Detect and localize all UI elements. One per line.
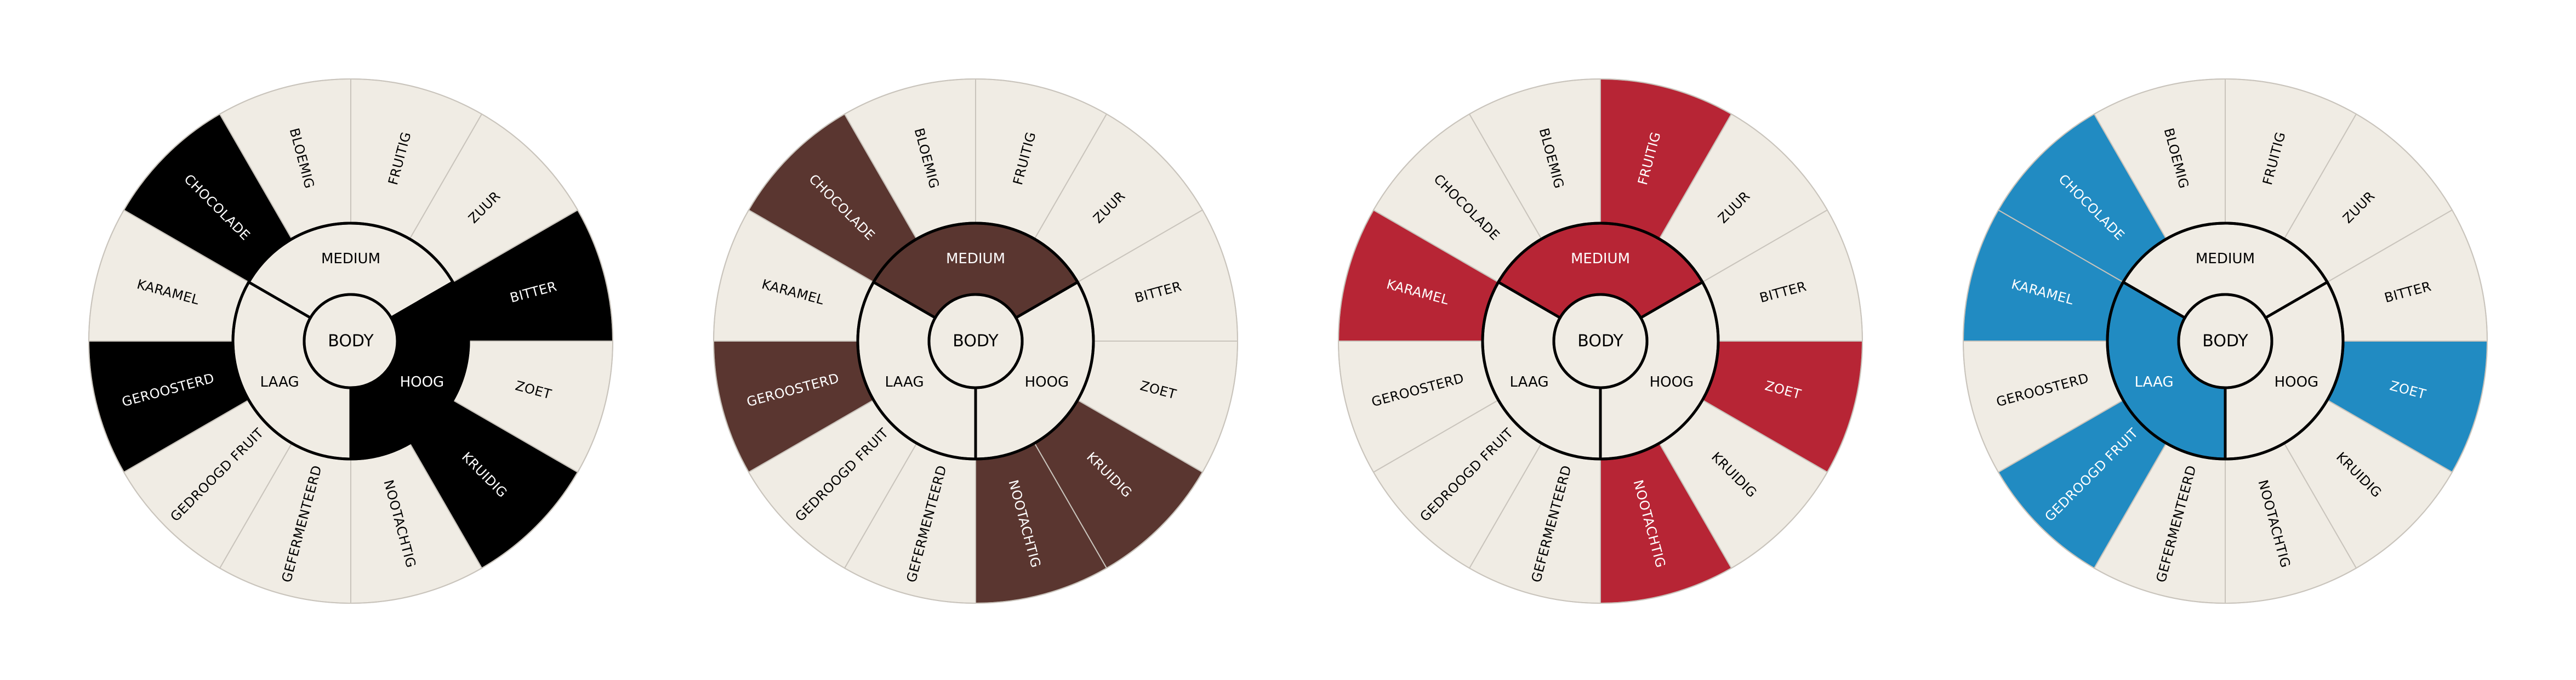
outer-ring-outline (88, 78, 613, 604)
outer-ring-outline (1963, 78, 2488, 604)
level-label-hoog: HOOG (1025, 374, 1069, 390)
center-circle (927, 293, 1024, 389)
level-label-laag: LAAG (885, 374, 924, 390)
flavor-wheel-3: FRUITIGZUURBITTERZOETKRUIDIGNOOTACHTIGGE… (1337, 78, 1863, 604)
middle-ring-outline (856, 222, 1095, 461)
level-label-medium: MEDIUM (321, 251, 380, 267)
middle-ring-outline (2106, 222, 2345, 461)
level-label-laag: LAAG (2135, 374, 2174, 390)
flavor-wheel-4: FRUITIGZUURBITTERZOETKRUIDIGNOOTACHTIGGE… (1962, 78, 2488, 604)
center-circle (1552, 293, 1649, 389)
level-label-hoog: HOOG (2275, 374, 2319, 390)
level-label-hoog: HOOG (400, 374, 444, 390)
middle-ring-outline (231, 222, 470, 461)
center-label: BODY (2202, 332, 2248, 351)
level-label-laag: LAAG (260, 374, 299, 390)
outer-ring-outline (713, 78, 1238, 604)
level-label-medium: MEDIUM (1571, 251, 1630, 267)
flavor-wheel-2: FRUITIGZUURBITTERZOETKRUIDIGNOOTACHTIGGE… (713, 78, 1239, 604)
level-label-medium: MEDIUM (946, 251, 1005, 267)
center-circle (2177, 293, 2273, 389)
flavor-wheel-1: FRUITIGZUURBITTERZOETKRUIDIGNOOTACHTIGGE… (88, 78, 614, 604)
level-label-medium: MEDIUM (2196, 251, 2255, 267)
center-label: BODY (1577, 332, 1623, 351)
middle-ring-outline (1481, 222, 1720, 461)
level-label-laag: LAAG (1510, 374, 1549, 390)
center-label: BODY (328, 332, 374, 351)
center-label: BODY (953, 332, 999, 351)
center-circle (303, 293, 399, 389)
level-label-hoog: HOOG (1650, 374, 1694, 390)
outer-ring-outline (1338, 78, 1863, 604)
